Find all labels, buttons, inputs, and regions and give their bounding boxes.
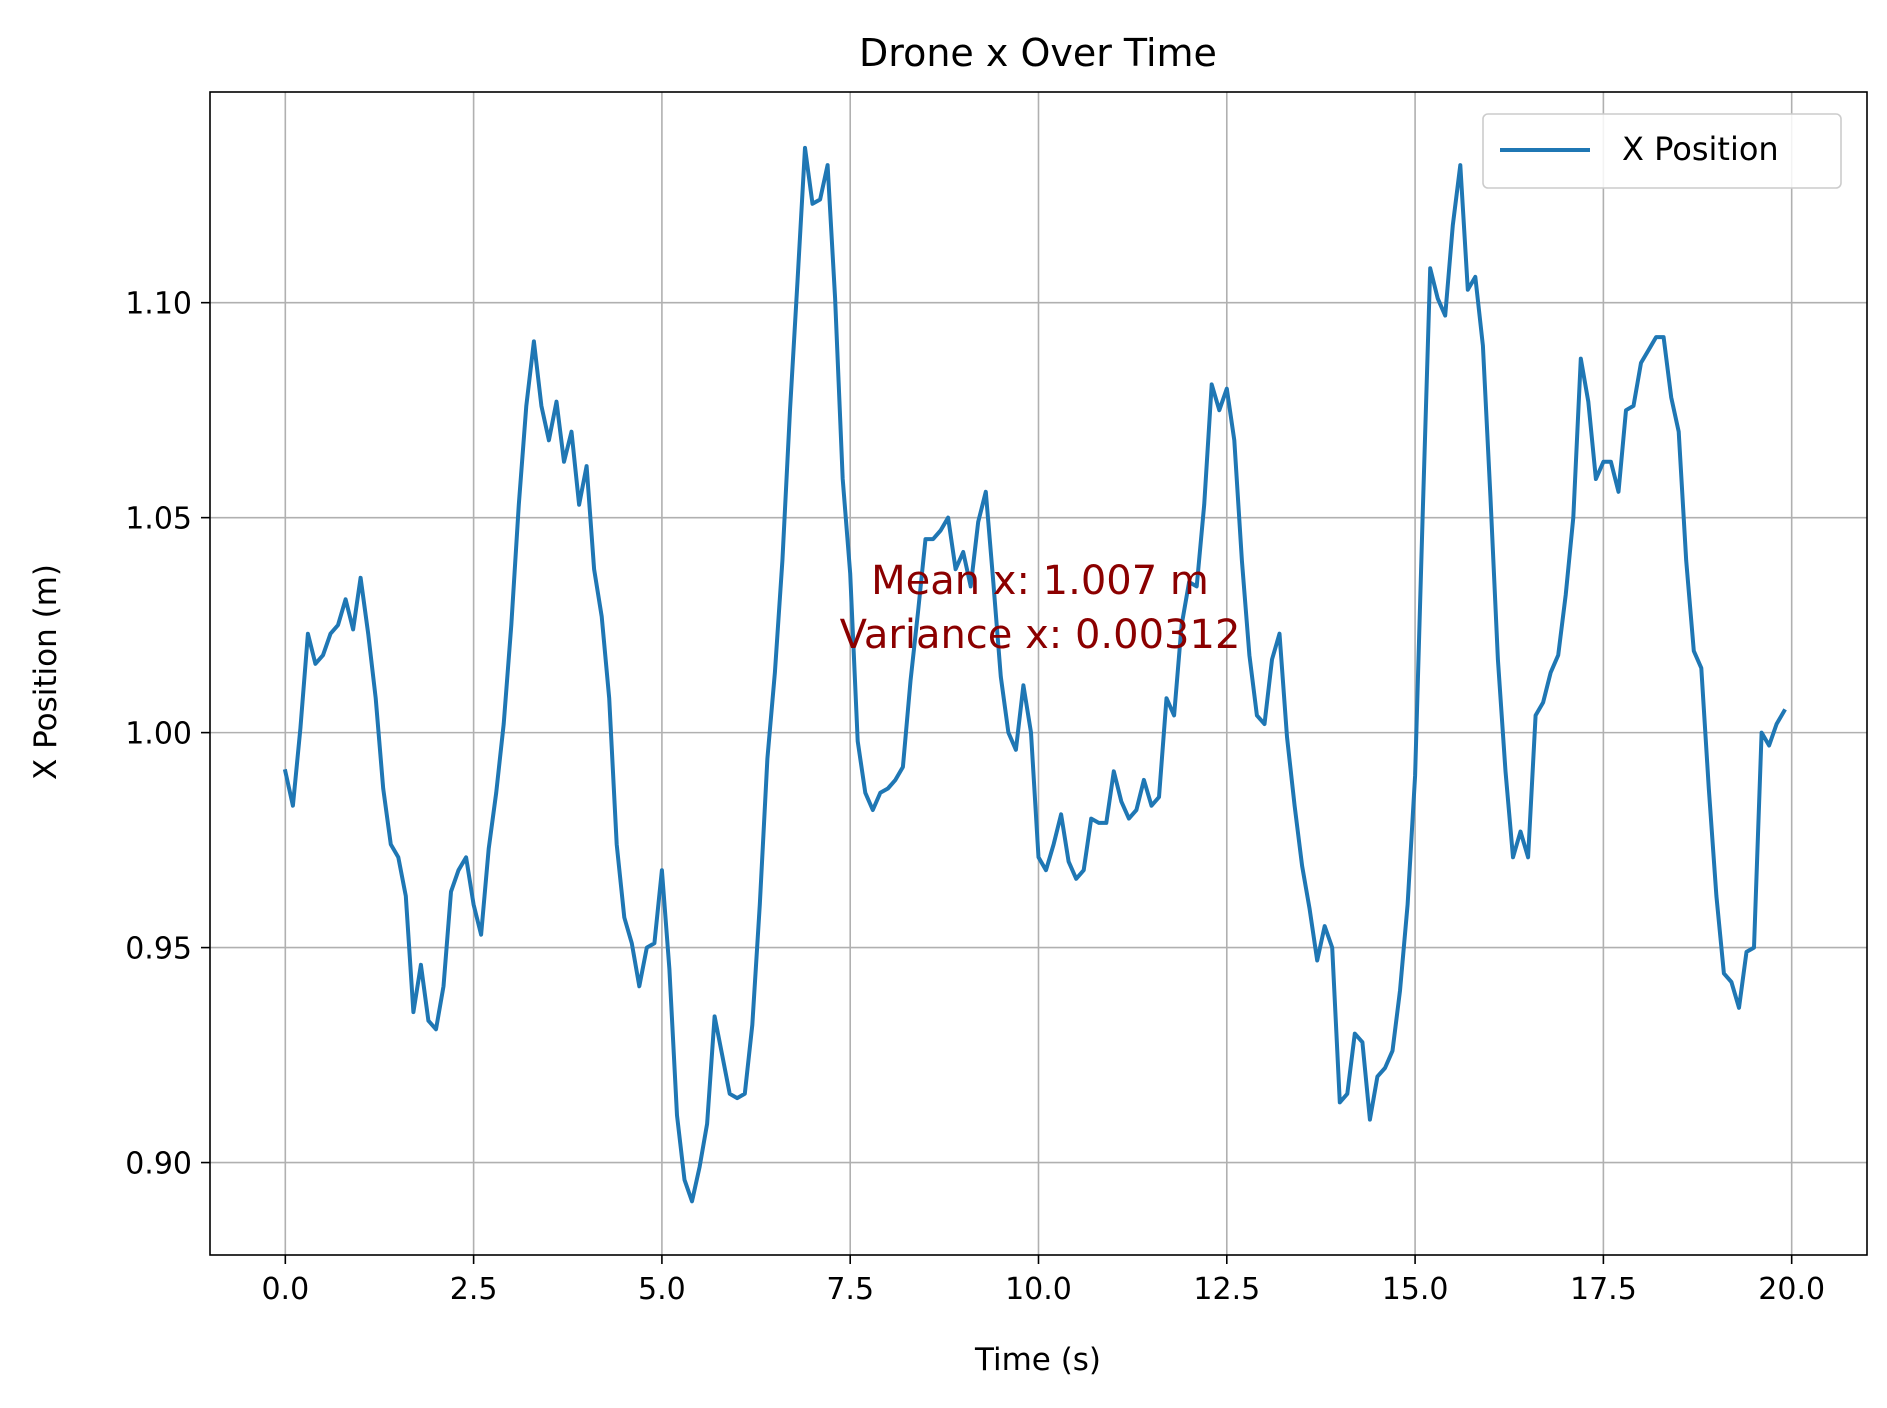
x-tick-label: 7.5 [826, 1272, 874, 1307]
x-tick-label: 12.5 [1193, 1272, 1260, 1307]
legend-box [1482, 113, 1842, 189]
x-tick-label: 5.0 [638, 1272, 686, 1307]
series-layer [282, 145, 1787, 1204]
y-tick-label: 0.90 [125, 1147, 192, 1182]
x-tick-label: 20.0 [1758, 1272, 1825, 1307]
x-tick-label: 2.5 [450, 1272, 498, 1307]
y-axis-ticks: 0.90 0.95 1.00 1.05 1.10 [125, 287, 210, 1182]
y-tick-label: 1.05 [125, 502, 192, 537]
x-axis-ticks: 0.0 2.5 5.0 7.5 10.0 12.5 15.0 17.5 20.0 [261, 1255, 1825, 1307]
grid-lines [210, 92, 1867, 1255]
x-tick-label: 15.0 [1382, 1272, 1449, 1307]
mean-annotation: Mean x: 1.007 m [871, 558, 1209, 604]
x-axis-label: Time (s) [974, 1342, 1101, 1378]
variance-annotation: Variance x: 0.00312 [840, 612, 1241, 658]
y-tick-label: 0.95 [125, 932, 192, 967]
x-tick-label: 0.0 [261, 1272, 309, 1307]
stats-annotation: Mean x: 1.007 m Variance x: 0.00312 [840, 558, 1241, 658]
x-tick-label: 10.0 [1005, 1272, 1072, 1307]
y-tick-label: 1.00 [125, 717, 192, 752]
chart-title: Drone x Over Time [859, 31, 1217, 75]
x-tick-label: 17.5 [1570, 1272, 1637, 1307]
y-tick-label: 1.10 [125, 287, 192, 322]
legend-label-x-position: X Position [1622, 130, 1779, 168]
y-axis-label: X Position (m) [28, 564, 64, 780]
legend: X Position [1482, 113, 1842, 189]
series-line-x-position [282, 145, 1787, 1204]
